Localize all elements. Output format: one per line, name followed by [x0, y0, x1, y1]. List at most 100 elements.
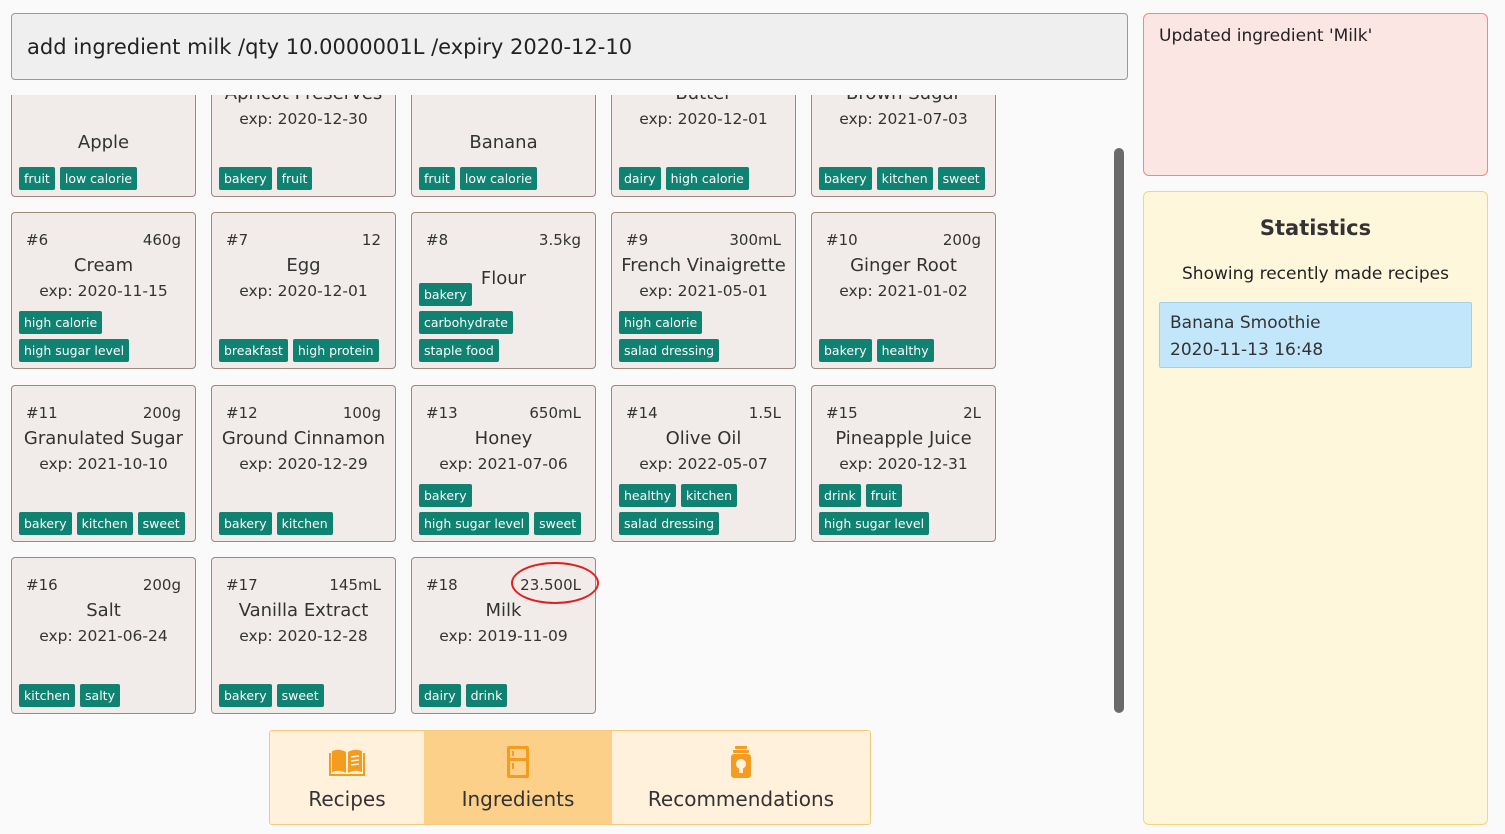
- ingredient-number: #8: [426, 231, 449, 249]
- ingredient-expiry: exp: 2020-12-01: [639, 110, 768, 128]
- ingredient-expiry: exp: 2021-05-01: [639, 282, 768, 300]
- command-box[interactable]: [11, 13, 1128, 80]
- ingredient-expiry: exp: 2020-12-31: [839, 455, 968, 473]
- ingredient-number: #13: [426, 404, 458, 422]
- ingredient-tags: fruit low calorie: [419, 167, 590, 190]
- ingredient-expiry: exp: 2020-12-28: [239, 627, 368, 645]
- ingredient-name: Cream: [73, 255, 134, 276]
- ingredient-tags: bakery kitchen: [219, 512, 390, 535]
- tag-badge: sweet: [937, 167, 985, 190]
- tag-badge: high sugar level: [819, 512, 930, 535]
- tag-badge: carbohydrate: [419, 311, 513, 334]
- ingredient-expiry: exp: 2020-11-15: [39, 282, 168, 300]
- ingredient-name: Apricot Preserves: [212, 95, 395, 104]
- ingredient-card[interactable]: #7 12 Egg exp: 2020-12-01 breakfast high prot…: [211, 212, 396, 369]
- ingredient-quantity: 200g: [142, 576, 181, 594]
- ingredient-name: French Vinaigrette: [621, 255, 786, 276]
- ingredient-expiry: exp: 2021-10-10: [39, 455, 168, 473]
- ingredient-quantity: 300mL: [729, 231, 781, 249]
- ingredient-number: #12: [226, 404, 258, 422]
- ingredient-quantity: 200g: [942, 231, 981, 249]
- ingredient-number: #17: [226, 576, 258, 594]
- tab-ingredients[interactable]: Ingredients: [424, 731, 612, 824]
- tag-badge: fruit: [419, 167, 455, 190]
- ingredient-tags: bakery fruit: [219, 167, 390, 190]
- command-input[interactable]: [27, 34, 1127, 59]
- ingredient-card[interactable]: #16 200g Salt exp: 2021-06-24 kitchen salty: [11, 557, 196, 714]
- ingredient-number: #18: [426, 576, 458, 594]
- ingredient-tags: high calorie salad dressing: [619, 311, 720, 362]
- ingredient-name: Ground Cinnamon: [221, 428, 386, 449]
- tag-badge: salty: [80, 684, 120, 707]
- ingredient-card[interactable]: #6 460g Cream exp: 2020-11-15 high calorie hi…: [11, 212, 196, 369]
- ingredient-name: Vanilla Extract: [238, 600, 369, 621]
- tag-badge: breakfast: [219, 339, 288, 362]
- tag-badge: kitchen: [680, 484, 737, 507]
- ingredient-tags: bakery healthy: [819, 339, 990, 362]
- ingredient-quantity: 650mL: [529, 404, 581, 422]
- ingredient-card[interactable]: #13 650mL Honey exp: 2021-07-06 bakery high s…: [411, 385, 596, 542]
- scrollbar[interactable]: [1114, 148, 1124, 713]
- ingredient-quantity: 3.5kg: [538, 231, 581, 249]
- ingredient-card[interactable]: Apricot Preserves exp: 2020-12-30 bakeryfr…: [211, 95, 396, 197]
- tag-badge: sweet: [276, 684, 324, 707]
- tag-badge: bakery: [819, 167, 872, 190]
- tag-badge: sweet: [534, 512, 582, 535]
- ingredient-name: Egg: [286, 255, 321, 276]
- ingredient-number: #15: [826, 404, 858, 422]
- tag-badge: fruit: [865, 484, 902, 507]
- ingredient-card[interactable]: #18 23.500L Milk exp: 2019-11-09 dairy drink: [411, 557, 596, 714]
- ingredient-card[interactable]: #11 200g Granulated Sugar exp: 2021-10-10 ba…: [11, 385, 196, 542]
- ingredient-expiry: exp: 2022-05-07: [639, 455, 768, 473]
- ingredient-card[interactable]: Brown Sugar exp: 2021-07-03 bakerykitchens…: [811, 95, 996, 197]
- ingredient-card[interactable]: #10 200g Ginger Root exp: 2021-01-02 bakery h…: [811, 212, 996, 369]
- ingredient-card[interactable]: #17 145mL Vanilla Extract exp: 2020-12-28 ba…: [211, 557, 396, 714]
- tab-bar: Recipes Ingredients Recommendations: [269, 730, 871, 825]
- tag-badge: high calorie: [19, 311, 103, 334]
- ingredient-tags: healthy kitchen salad dressing: [619, 484, 749, 535]
- tag-badge: healthy: [876, 339, 934, 362]
- tag-badge: high calorie: [665, 167, 749, 190]
- ingredient-card[interactable]: #14 1.5L Olive Oil exp: 2022-05-07 healthy ki…: [611, 385, 796, 542]
- ingredient-expiry: exp: 2020-12-29: [239, 455, 368, 473]
- ingredient-card[interactable]: Banana fruit low calorie: [411, 95, 596, 197]
- ingredient-name: Ginger Root: [850, 255, 957, 276]
- ingredient-tags: bakery sweet: [219, 684, 390, 707]
- ingredient-card[interactable]: Apple fruit low calorie: [11, 95, 196, 197]
- ingredient-name: Banana: [469, 132, 538, 153]
- tag-badge: drink: [465, 684, 508, 707]
- ingredient-name: Flour: [480, 268, 527, 289]
- tab-recommendations[interactable]: Recommendations: [612, 731, 870, 824]
- tab-ingredients-label: Ingredients: [461, 786, 575, 811]
- book-icon: [329, 749, 365, 776]
- ingredient-name: Milk: [485, 600, 522, 621]
- ingredient-name: Honey: [474, 428, 533, 449]
- ingredient-card[interactable]: #15 2L Pineapple Juice exp: 2020-12-31 drink…: [811, 385, 996, 542]
- ingredient-quantity: 200g: [142, 404, 181, 422]
- ingredient-card[interactable]: #8 3.5kg Flour bakery carbohydrate staple foo…: [411, 212, 596, 369]
- recent-recipe-item[interactable]: Banana Smoothie 2020-11-13 16:48: [1159, 302, 1472, 368]
- ingredient-card[interactable]: #12 100g Ground Cinnamon exp: 2020-12-29 bak…: [211, 385, 396, 542]
- tab-recipes-label: Recipes: [308, 786, 386, 811]
- statistics-title: Statistics: [1259, 216, 1372, 240]
- ingredient-tags: dairy drink: [419, 684, 590, 707]
- ingredient-card[interactable]: #9 300mL French Vinaigrette exp: 2021-05-01…: [611, 212, 796, 369]
- tag-badge: high sugar level: [419, 512, 530, 535]
- ingredient-expiry: exp: 2020-12-30: [239, 110, 368, 128]
- ingredient-name: Olive Oil: [665, 428, 742, 449]
- ingredient-number: #9: [626, 231, 649, 249]
- tag-badge: drink: [819, 484, 861, 507]
- tag-badge: bakery: [819, 339, 872, 362]
- ingredient-tags: breakfast high protein: [219, 339, 390, 362]
- tag-badge: bakery: [19, 512, 72, 535]
- ingredient-quantity: 1.5L: [748, 404, 781, 422]
- tag-badge: dairy: [619, 167, 661, 190]
- statistics-panel: Statistics Showing recently made recipes…: [1143, 191, 1488, 825]
- ingredient-quantity: 2L: [963, 404, 981, 422]
- tab-recipes[interactable]: Recipes: [270, 731, 424, 824]
- ingredient-expiry: exp: 2019-11-09: [439, 627, 568, 645]
- tag-badge: dairy: [419, 684, 461, 707]
